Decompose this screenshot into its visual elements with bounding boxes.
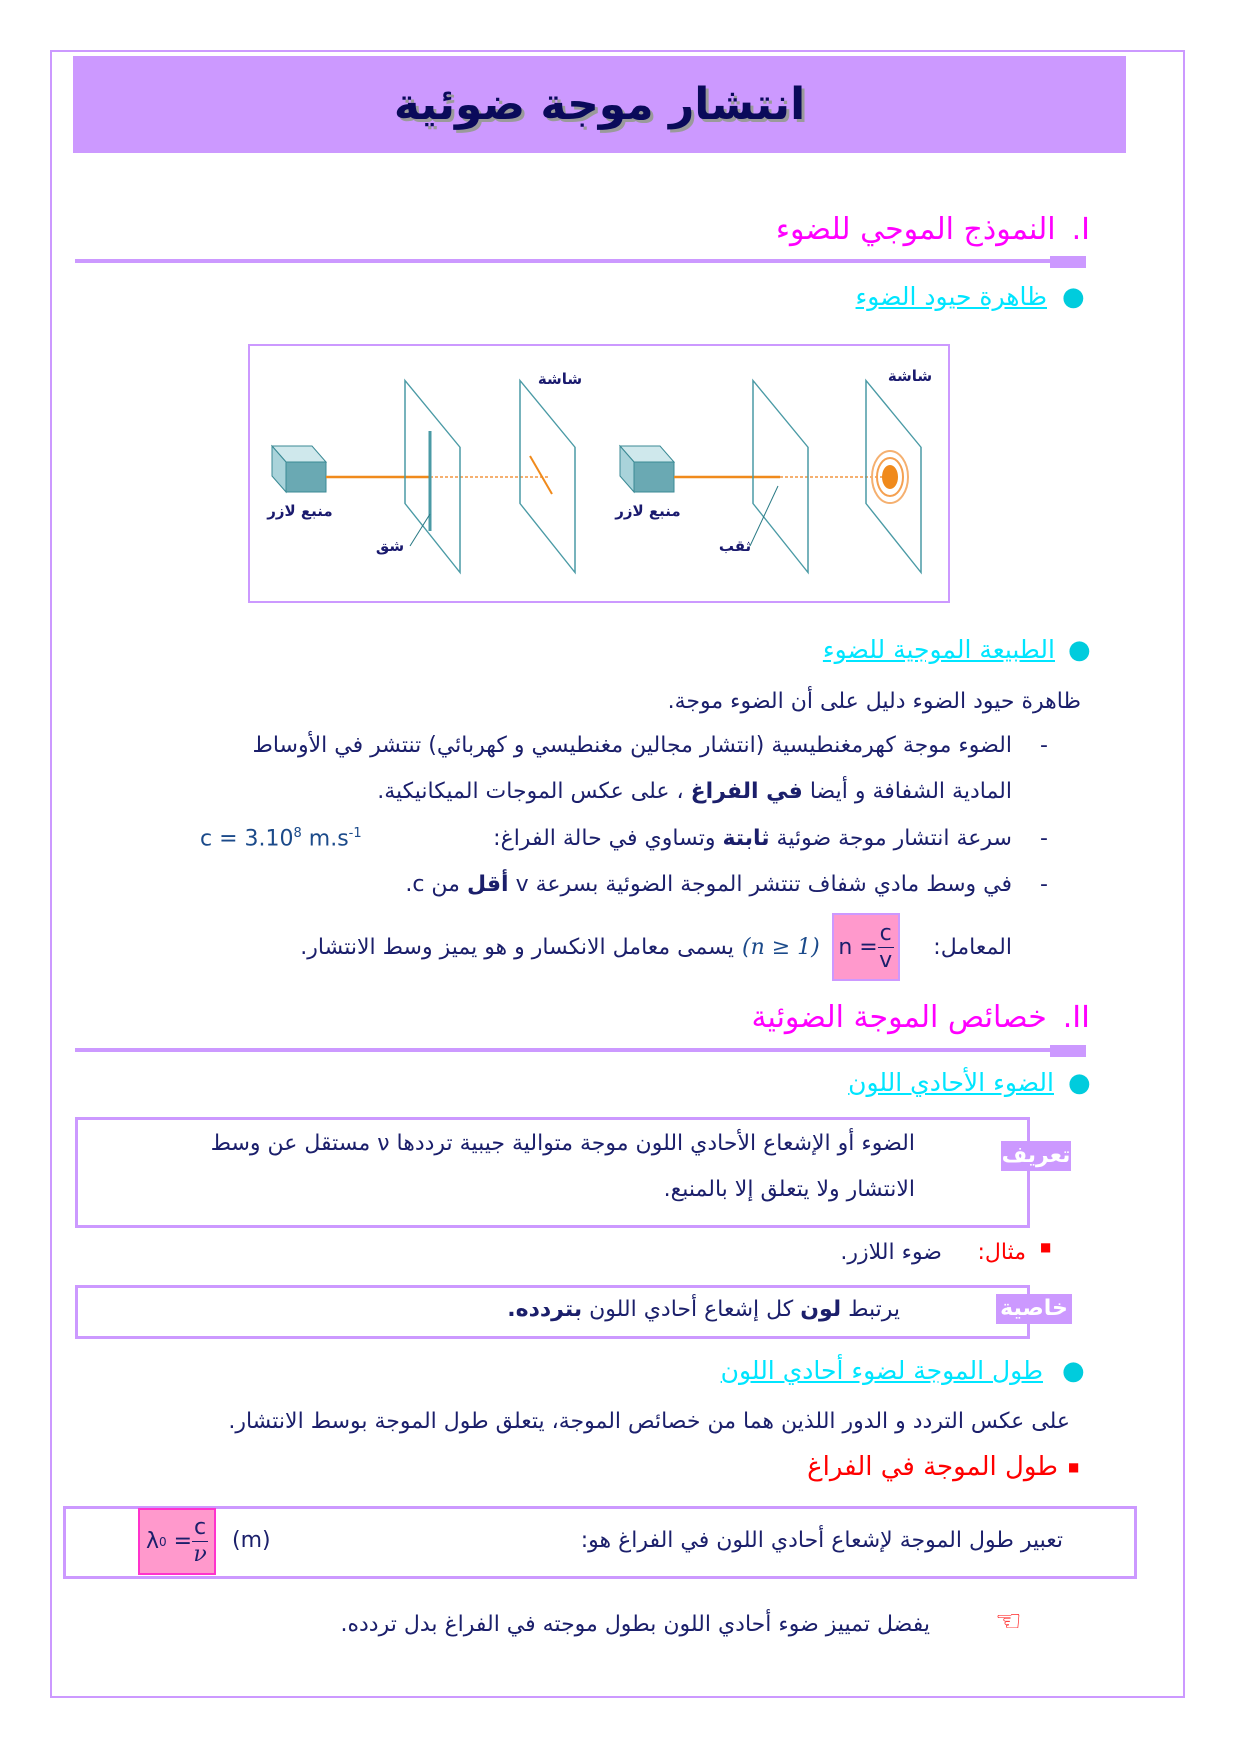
item2-text: سرعة انتشار موجة ضوئية ثابتة وتساوي في ح… bbox=[493, 826, 1012, 851]
example-label: مثال: bbox=[977, 1240, 1026, 1265]
page-frame bbox=[50, 50, 1185, 1698]
section-1-number: I. bbox=[1071, 212, 1090, 247]
note-text: يفضل تمييز ضوء أحادي اللون بطول موجته في… bbox=[340, 1612, 930, 1637]
index-condition: (n ≥ 1) bbox=[742, 935, 820, 960]
intro-text: ظاهرة حيود الضوء دليل على أن الضوء موجة. bbox=[667, 689, 1081, 714]
section-1-title: النموذج الموجي للضوء bbox=[775, 212, 1056, 247]
item1-line1: الضوء موجة كهرمغنطيسية (انتشار مجالين مغ… bbox=[252, 733, 1012, 758]
page-title: انتشار موجة ضوئية bbox=[393, 79, 806, 130]
section-1-rule-block bbox=[1050, 256, 1086, 268]
vacuum-wavelength-text: تعبير طول الموجة لإشعاع أحادي اللون في ا… bbox=[580, 1528, 1063, 1553]
bullet-icon: ● bbox=[1068, 1068, 1091, 1098]
screen-label: شاشة bbox=[538, 370, 582, 388]
property-tag: خاصية bbox=[996, 1294, 1072, 1324]
slit-plate bbox=[404, 378, 461, 575]
section-2-rule-block bbox=[1050, 1045, 1086, 1057]
subheading-diffraction: ظاهرة حيود الضوء bbox=[855, 282, 1047, 311]
hole-label: ثقب bbox=[719, 537, 751, 555]
screen-label: شاشة bbox=[888, 367, 932, 385]
screen-right bbox=[865, 378, 922, 575]
wavelength-unit: (m) bbox=[232, 1528, 271, 1553]
section-2-number: II. bbox=[1062, 1000, 1090, 1035]
index-label: المعامل: bbox=[933, 935, 1012, 960]
title-banner: انتشار موجة ضوئية bbox=[73, 56, 1126, 153]
hole-plate bbox=[752, 378, 809, 575]
vacuum-wavelength-title: طول الموجة في الفراغ bbox=[807, 1452, 1058, 1482]
section-2-heading: II. خصائص الموجة الضوئية bbox=[751, 1000, 1090, 1035]
diffraction-rings bbox=[871, 450, 909, 504]
speed-of-light-formula: c = 3.108 m.s-1 bbox=[200, 826, 362, 852]
wavelength-box bbox=[63, 1506, 1137, 1579]
example-text: ضوء اللازر. bbox=[840, 1240, 942, 1265]
slit-label: شق bbox=[376, 537, 404, 555]
subheading-wavelength: طول الموجة لضوء أحادي اللون bbox=[720, 1356, 1043, 1385]
laser-source-label: منبع لازر bbox=[266, 502, 332, 520]
hole-pointer bbox=[749, 485, 779, 547]
bullet-icon: ● bbox=[1062, 1356, 1085, 1386]
laser-source-left bbox=[270, 444, 328, 494]
bullet-icon: ● bbox=[1068, 635, 1091, 665]
definition-line2: الانتشار ولا يتعلق إلا بالمنبع. bbox=[663, 1177, 915, 1202]
diffraction-figure: منبع لازر منبع لازر شق ثقب شاشة شاشة bbox=[248, 344, 950, 603]
diffraction-diagram: منبع لازر منبع لازر شق ثقب شاشة شاشة bbox=[266, 367, 932, 575]
square-bullet-icon: ■ bbox=[1068, 1460, 1080, 1474]
dash-marker: - bbox=[1040, 826, 1048, 851]
definition-box bbox=[75, 1117, 1030, 1228]
property-text: يرتبط لون كل إشعاع أحادي اللون بتردده. bbox=[507, 1297, 900, 1322]
screen-left bbox=[519, 378, 576, 575]
definition-tag: تعريف bbox=[1001, 1141, 1071, 1171]
laser-source-right bbox=[618, 444, 676, 494]
square-bullet-icon: ■ bbox=[1040, 1240, 1052, 1254]
diffraction-pattern-line bbox=[529, 455, 553, 495]
item3-text: في وسط مادي شفاف تنتشر الموجة الضوئية بس… bbox=[405, 872, 1012, 897]
definition-line1: الضوء أو الإشعاع الأحادي اللون موجة متوا… bbox=[210, 1131, 915, 1156]
laser-source-label: منبع لازر bbox=[614, 502, 680, 520]
wavelength-paragraph: على عكس التردد و الدور اللذين هما من خصا… bbox=[228, 1409, 1070, 1434]
item1-line2: المادية الشفافة و أيضا في الفراغ ، على ع… bbox=[377, 779, 1012, 804]
subheading-monochromatic: الضوء الأحادي اللون bbox=[848, 1068, 1054, 1097]
dash-marker: - bbox=[1040, 872, 1048, 897]
slit-pointer bbox=[409, 513, 431, 547]
bullet-icon: ● bbox=[1062, 282, 1085, 312]
section-1-rule bbox=[75, 259, 1075, 263]
subheading-wave-nature: الطبيعة الموجية للضوء bbox=[822, 635, 1055, 664]
section-2-title: خصائص الموجة الضوئية bbox=[751, 1000, 1047, 1035]
section-1-heading: I. النموذج الموجي للضوء bbox=[776, 212, 1090, 247]
dash-marker: - bbox=[1040, 733, 1048, 758]
index-text: يسمى معامل الانكسار و هو يميز وسط الانتش… bbox=[300, 935, 734, 960]
pointing-hand-icon: ☜ bbox=[995, 1604, 1022, 1639]
section-2-rule bbox=[75, 1048, 1075, 1052]
